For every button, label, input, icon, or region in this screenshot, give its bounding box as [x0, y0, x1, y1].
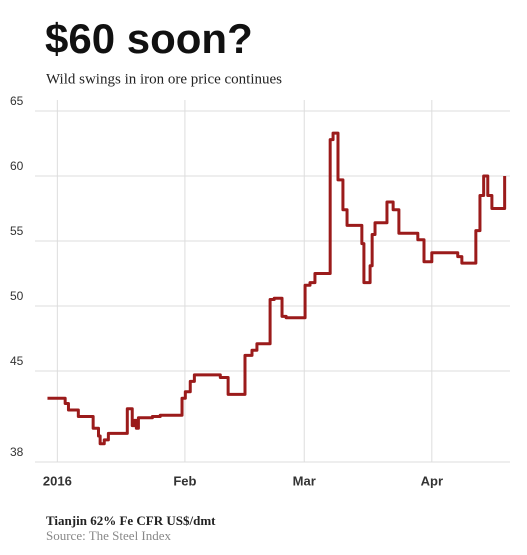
y-tick-label: 60 — [10, 159, 24, 173]
chart-title: $60 soon? — [45, 15, 253, 62]
x-tick-label: Feb — [173, 473, 196, 488]
x-tick-label: 2016 — [43, 473, 72, 488]
y-tick-label: 45 — [10, 354, 24, 368]
chart-subtitle: Wild swings in iron ore price continues — [46, 71, 282, 87]
y-tick-label: 65 — [10, 94, 24, 108]
price-line — [47, 131, 507, 446]
y-tick-label: 50 — [10, 289, 24, 303]
y-tick-label: 55 — [10, 224, 24, 238]
source: Source: The Steel Index — [46, 528, 172, 543]
x-tick-label: Mar — [293, 473, 316, 488]
y-tick-label: 38 — [10, 445, 24, 459]
x-tick-label: Apr — [421, 473, 443, 488]
axis-note: Tianjin 62% Fe CFR US$/dmt — [46, 513, 216, 528]
